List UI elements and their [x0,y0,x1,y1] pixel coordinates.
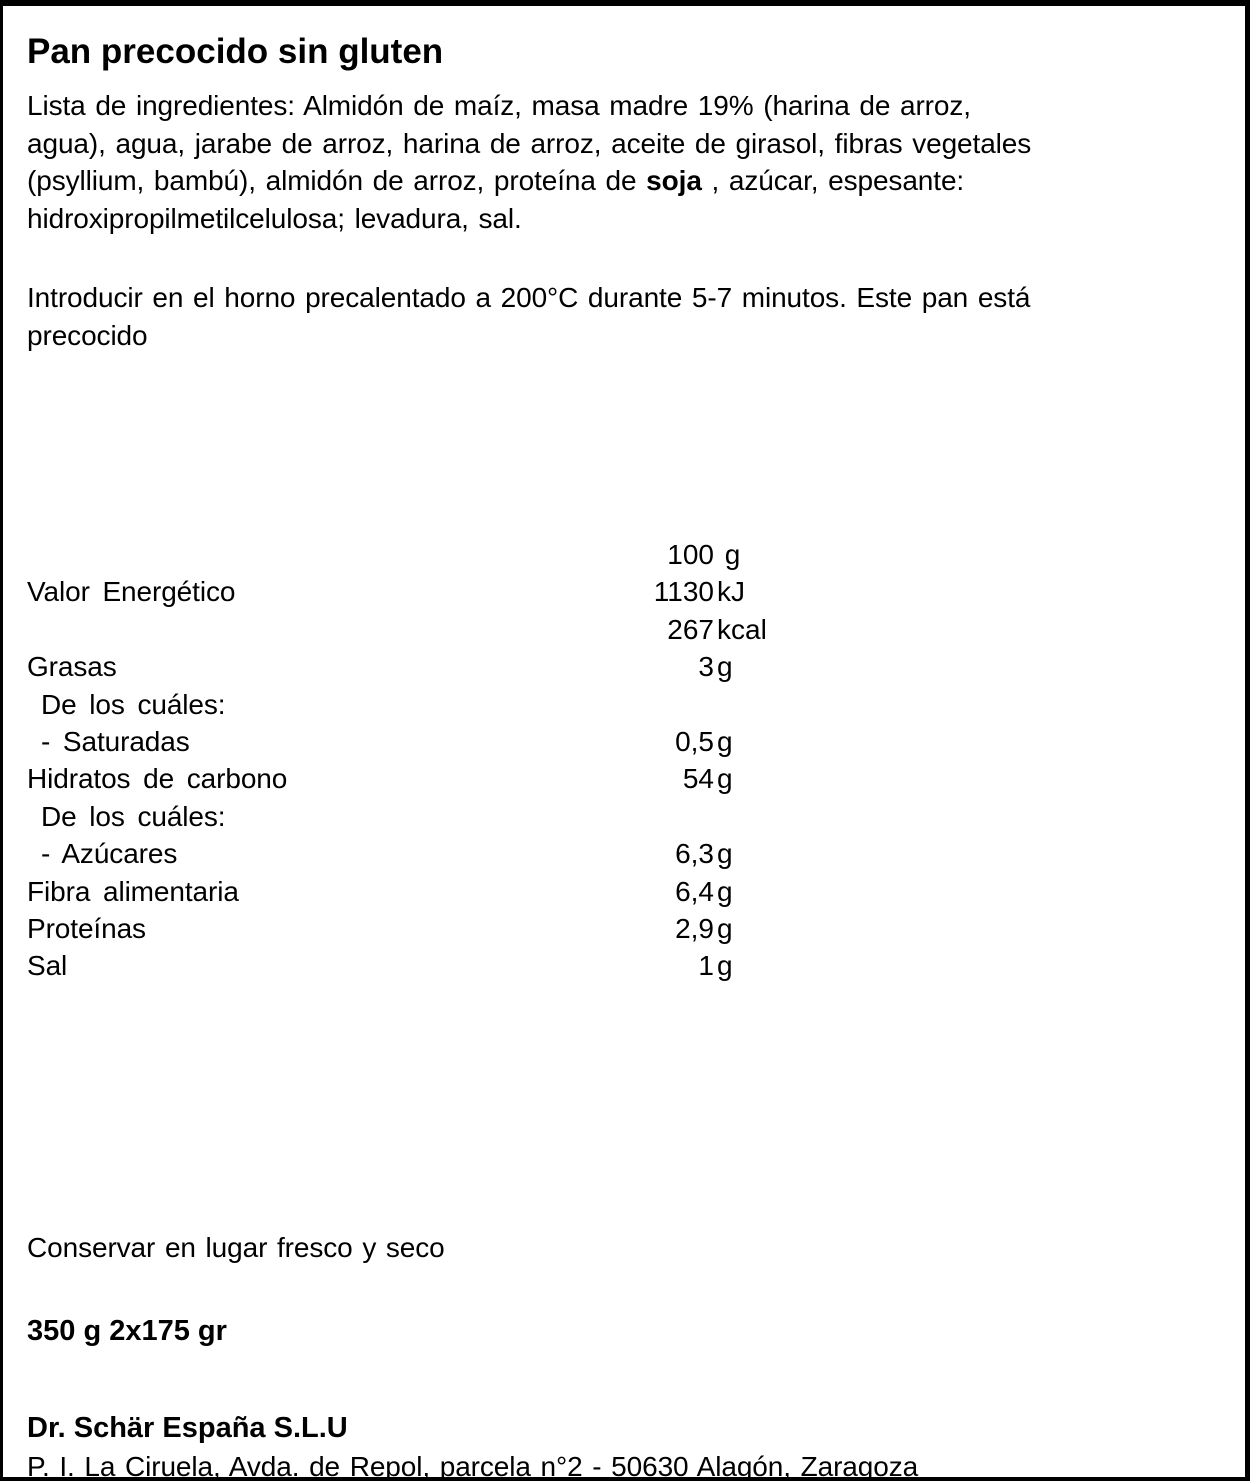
product-title: Pan precocido sin gluten [27,32,444,72]
nutrition-row-label: - Saturadas [41,725,190,757]
nutrition-value-unit: g [717,651,733,683]
nutrition-value-number: 0,5 [675,725,714,757]
nutrition-row-saturates: - Saturadas 0,5 g [27,726,1222,763]
nutrition-value-number: 2,9 [675,912,714,944]
nutrition-row-label: De los cuáles: [41,688,226,720]
nutrition-value-number: 3 [698,651,714,683]
manufacturer-address: P. I. La Ciruela, Avda. de Repol, parcel… [27,1451,919,1481]
nutrition-row-label: De los cuáles: [41,800,226,832]
ingredients-paragraph: Lista de ingredientes: Almidón de maíz, … [27,87,1222,237]
nutrition-row-of-which-carbs: De los cuáles: [27,801,1222,838]
nutrition-row-energy-kcal: 267 kcal [27,614,1222,651]
net-weight: 350 g 2x175 gr [27,1315,227,1347]
nutrition-row-label: Sal [27,950,68,982]
nutrition-column-header-row: 100 g [27,539,1222,576]
nutrition-row-salt: Sal 1 g [27,950,1222,987]
ingredients-text-before: Lista de ingredientes: Almidón de maíz, … [27,90,1032,196]
ingredients-text-after: , azúcar, espesante: hidroxipropilmetilc… [27,165,965,234]
nutrition-row-energy-kj: Valor Energético 1130 kJ [27,576,1222,613]
storage-note: Conservar en lugar fresco y seco [27,1232,445,1263]
nutrition-row-sugars: - Azúcares 6,3 g [27,838,1222,875]
nutrition-value-unit: kcal [717,613,767,645]
nutrition-value-number: 100 [667,539,714,570]
nutrition-value-unit: g [717,539,741,570]
manufacturer-name: Dr. Schär España S.L.U [27,1412,348,1444]
nutrition-row-carbohydrate: Hidratos de carbono 54 g [27,763,1222,800]
nutrition-row-protein: Proteínas 2,9 g [27,913,1222,950]
nutrition-row-label: - Azúcares [41,838,178,870]
nutrition-value-unit: g [717,838,733,870]
nutrition-value-number: 6,3 [675,838,714,870]
allergen-soja: soja [646,165,702,196]
nutrition-row-label: Grasas [27,651,117,683]
nutrition-value-unit: kJ [717,576,745,608]
nutrition-value-unit: g [717,725,733,757]
nutrition-value-number: 267 [667,613,714,645]
nutrition-value-unit: g [717,950,733,982]
nutrition-row-of-which-fat: De los cuáles: [27,689,1222,726]
nutrition-value-unit: g [717,875,733,907]
nutrition-value-unit: g [717,763,733,795]
nutrition-value-number: 6,4 [675,875,714,907]
nutrition-value-number: 1130 [653,576,714,608]
nutrition-value-unit: g [717,912,733,944]
nutrition-value-number: 1 [698,950,714,982]
nutrition-row-fibre: Fibra alimentaria 6,4 g [27,876,1222,913]
nutrition-row-label: Fibra alimentaria [27,875,239,907]
nutrition-row-fat: Grasas 3 g [27,651,1222,688]
nutrition-table: 100 g Valor Energético 1130 kJ 267 kcal … [27,539,1222,988]
nutrition-value-number: 54 [682,763,714,795]
nutrition-row-label: Hidratos de carbono [27,763,288,795]
baking-instructions: Introducir en el horno precalentado a 20… [27,282,1031,351]
nutrition-row-label: Valor Energético [27,576,236,608]
nutrition-row-label: Proteínas [27,912,146,944]
